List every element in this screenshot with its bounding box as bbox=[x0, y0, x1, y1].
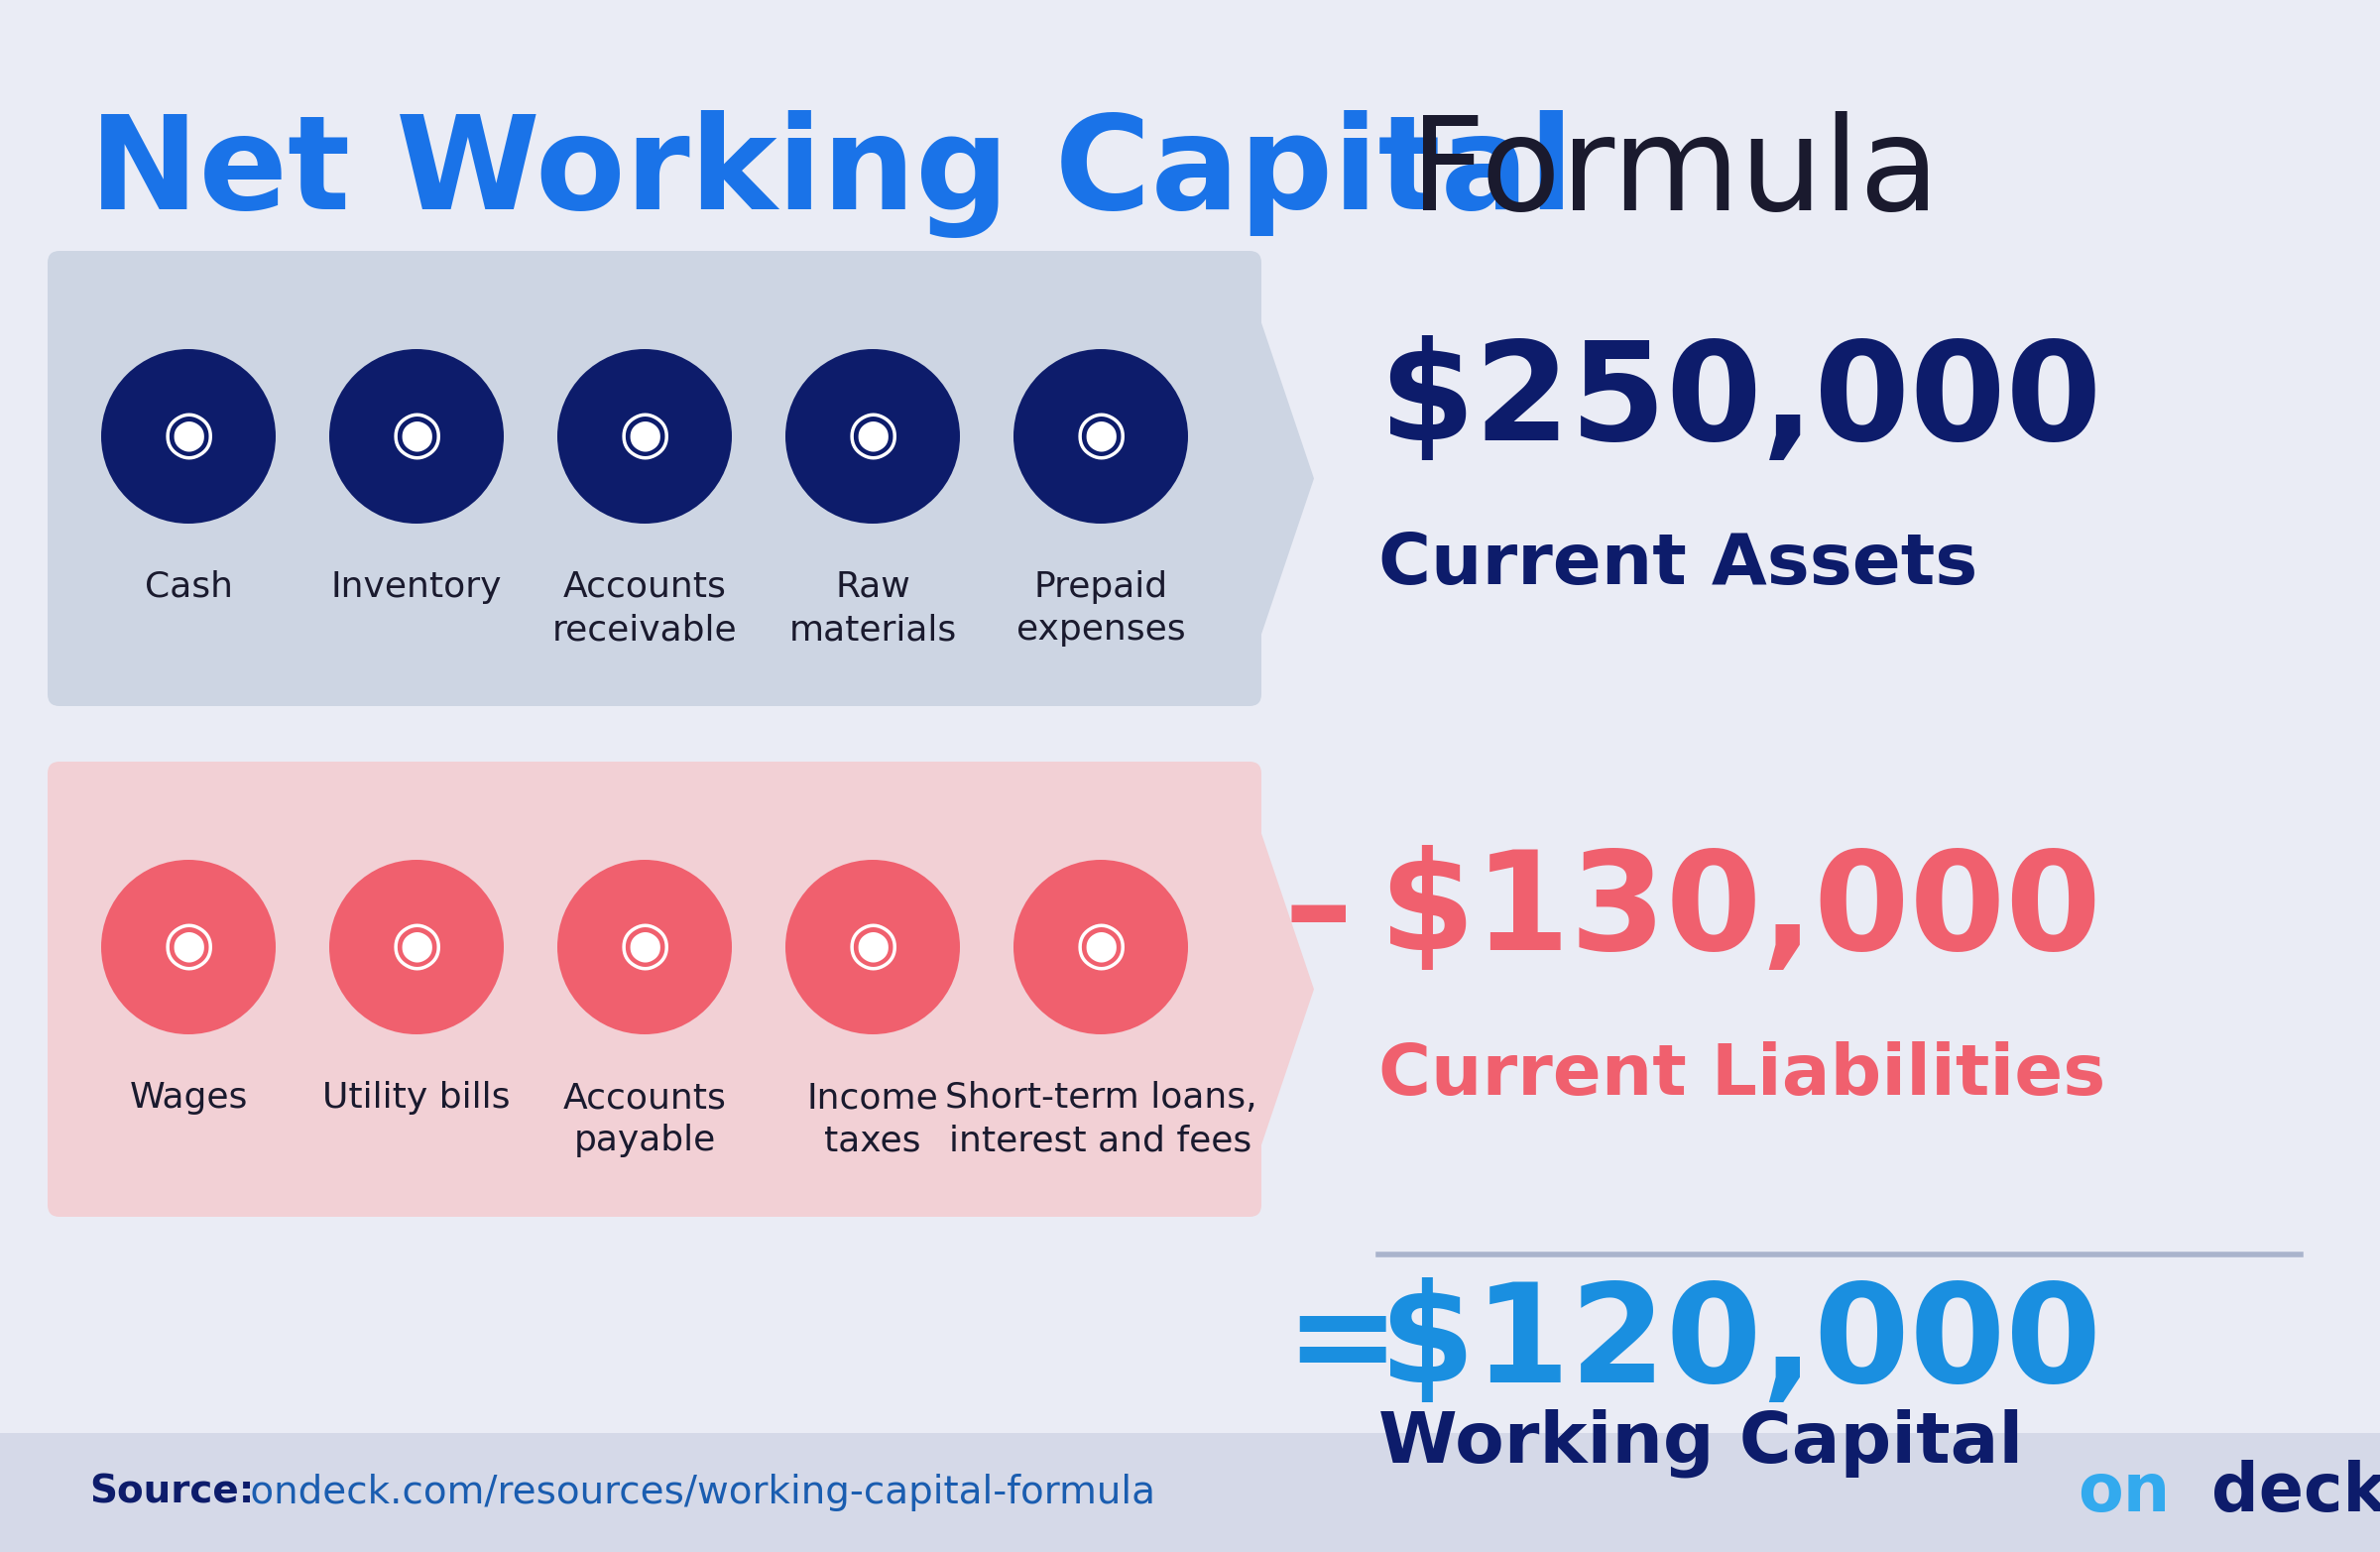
FancyBboxPatch shape bbox=[0, 1432, 2380, 1552]
Text: =: = bbox=[1285, 1277, 1399, 1411]
Text: ◉: ◉ bbox=[162, 917, 214, 976]
Polygon shape bbox=[1245, 273, 1314, 684]
Text: ◉: ◉ bbox=[847, 407, 900, 466]
Text: Raw
materials: Raw materials bbox=[788, 570, 957, 647]
Text: ◉: ◉ bbox=[390, 407, 443, 466]
Text: Utility bills: Utility bills bbox=[324, 1080, 509, 1114]
Text: Formula: Formula bbox=[1368, 110, 1940, 236]
Text: ◉: ◉ bbox=[162, 407, 214, 466]
Circle shape bbox=[1014, 860, 1188, 1034]
Circle shape bbox=[785, 860, 959, 1034]
Text: ◉: ◉ bbox=[847, 917, 900, 976]
Text: Cash: Cash bbox=[145, 570, 233, 604]
Text: ◉: ◉ bbox=[619, 407, 671, 466]
FancyBboxPatch shape bbox=[48, 251, 1261, 706]
Circle shape bbox=[557, 349, 733, 523]
Text: Income
taxes: Income taxes bbox=[807, 1080, 938, 1158]
Text: ◉: ◉ bbox=[390, 917, 443, 976]
Circle shape bbox=[100, 349, 276, 523]
Text: –: – bbox=[1285, 846, 1354, 979]
Circle shape bbox=[100, 860, 276, 1034]
Circle shape bbox=[1014, 349, 1188, 523]
Text: Net Working Capital: Net Working Capital bbox=[90, 110, 1573, 237]
Text: Wages: Wages bbox=[129, 1080, 248, 1114]
Text: Current Assets: Current Assets bbox=[1378, 531, 1978, 599]
Text: Inventory: Inventory bbox=[331, 570, 502, 604]
Text: Working Capital: Working Capital bbox=[1378, 1408, 2023, 1478]
Text: ondeck.com/resources/working-capital-formula: ondeck.com/resources/working-capital-for… bbox=[238, 1474, 1154, 1512]
Text: ◉: ◉ bbox=[619, 917, 671, 976]
Text: Accounts
payable: Accounts payable bbox=[562, 1080, 726, 1158]
Circle shape bbox=[328, 349, 505, 523]
Text: $130,000: $130,000 bbox=[1378, 846, 2102, 979]
Text: ◉: ◉ bbox=[1073, 407, 1128, 466]
Circle shape bbox=[328, 860, 505, 1034]
Circle shape bbox=[785, 349, 959, 523]
Text: Source:: Source: bbox=[90, 1474, 255, 1512]
Text: Accounts
receivable: Accounts receivable bbox=[552, 570, 738, 647]
Text: $250,000: $250,000 bbox=[1378, 335, 2102, 469]
Text: Short-term loans,
interest and fees: Short-term loans, interest and fees bbox=[945, 1080, 1257, 1158]
Text: Current Liabilities: Current Liabilities bbox=[1378, 1041, 2106, 1110]
Text: deck®: deck® bbox=[2211, 1460, 2380, 1526]
Circle shape bbox=[557, 860, 733, 1034]
Polygon shape bbox=[1245, 784, 1314, 1195]
Text: ◉: ◉ bbox=[1073, 917, 1128, 976]
Text: on: on bbox=[2078, 1460, 2171, 1526]
Text: Prepaid
expenses: Prepaid expenses bbox=[1016, 570, 1185, 647]
FancyBboxPatch shape bbox=[48, 762, 1261, 1217]
Text: $120,000: $120,000 bbox=[1378, 1277, 2102, 1411]
